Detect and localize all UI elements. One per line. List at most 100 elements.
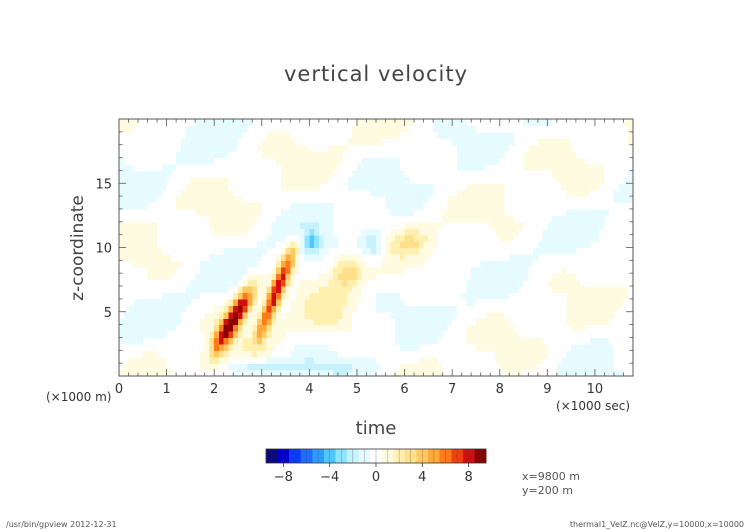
heatmap-cell	[623, 202, 629, 210]
heatmap-cell	[537, 350, 544, 358]
heatmap-cell	[295, 215, 301, 223]
heatmap-cell	[475, 163, 482, 171]
heatmap-cell	[252, 363, 258, 371]
heatmap-cell	[542, 196, 548, 204]
heatmap-cell	[223, 151, 230, 159]
heatmap-cell	[276, 189, 282, 197]
heatmap-cell	[361, 170, 368, 178]
heatmap-cell	[323, 119, 330, 127]
heatmap-cell	[157, 234, 163, 242]
heatmap-cell	[390, 337, 396, 345]
heatmap-cell	[371, 305, 377, 313]
heatmap-cell	[190, 196, 196, 204]
heatmap-cell	[204, 363, 211, 371]
heatmap-cell	[318, 343, 325, 351]
heatmap-cell	[409, 350, 415, 358]
heatmap-cell	[195, 176, 201, 184]
heatmap-cell	[285, 286, 291, 294]
heatmap-cell	[452, 189, 458, 197]
heatmap-cell	[252, 119, 258, 127]
heatmap-cell	[556, 228, 563, 236]
heatmap-cell	[214, 202, 220, 210]
heatmap-cell	[123, 157, 130, 165]
heatmap-cell	[356, 176, 363, 184]
heatmap-cell	[599, 286, 606, 294]
heatmap-cell	[242, 131, 249, 139]
heatmap-cell	[171, 189, 177, 197]
heatmap-cell	[199, 202, 206, 210]
heatmap-cell	[575, 337, 582, 345]
heatmap-cell	[428, 324, 434, 332]
heatmap-cell	[523, 260, 529, 268]
heatmap-cell	[518, 221, 525, 229]
heatmap-cell	[499, 196, 506, 204]
heatmap-cell	[442, 119, 448, 127]
heatmap-cell	[242, 298, 249, 306]
heatmap-cell	[190, 215, 196, 223]
heatmap-cell	[371, 273, 377, 281]
heatmap-cell	[575, 221, 582, 229]
heatmap-cell	[356, 125, 363, 133]
heatmap-cell	[566, 343, 572, 351]
heatmap-cell	[452, 363, 458, 371]
heatmap-cell	[561, 170, 567, 178]
heatmap-cell	[195, 286, 201, 294]
heatmap-cell	[237, 241, 244, 249]
heatmap-cell	[409, 266, 415, 274]
heatmap-cell	[518, 241, 525, 249]
heatmap-cell	[195, 298, 201, 306]
heatmap-cell	[433, 273, 439, 281]
heatmap-cell	[342, 163, 349, 171]
heatmap-cell	[161, 138, 168, 146]
heatmap-cell	[528, 273, 534, 281]
heatmap-cell	[228, 363, 234, 371]
heatmap-cell	[157, 176, 163, 184]
heatmap-cell	[157, 228, 163, 236]
heatmap-cell	[218, 253, 225, 261]
heatmap-cell	[471, 331, 477, 339]
heatmap-cell	[142, 350, 149, 358]
heatmap-cell	[437, 131, 444, 139]
heatmap-cell	[309, 202, 315, 210]
heatmap-cell	[623, 119, 629, 127]
heatmap-cell	[195, 125, 201, 133]
heatmap-cell	[514, 176, 520, 184]
heatmap-cell	[575, 292, 582, 300]
heatmap-cell	[380, 337, 387, 345]
heatmap-cell	[261, 196, 268, 204]
heatmap-cell	[613, 337, 620, 345]
heatmap-cell	[452, 253, 458, 261]
heatmap-cell	[228, 208, 234, 216]
heatmap-cell	[261, 311, 268, 319]
heatmap-cell	[537, 163, 544, 171]
heatmap-cell	[237, 189, 244, 197]
heatmap-cell	[380, 247, 387, 255]
heatmap-cell	[404, 189, 410, 197]
heatmap-cell	[461, 337, 468, 345]
heatmap-cell	[123, 189, 130, 197]
heatmap-cell	[509, 266, 515, 274]
heatmap-cell	[233, 292, 239, 300]
heatmap-cell	[537, 318, 544, 326]
heatmap-cell	[285, 311, 291, 319]
heatmap-cell	[247, 369, 253, 377]
heatmap-cell	[471, 183, 477, 191]
heatmap-cell	[380, 266, 387, 274]
heatmap-cell	[623, 298, 629, 306]
heatmap-cell	[295, 228, 301, 236]
heatmap-cell	[509, 292, 515, 300]
heatmap-cell	[199, 286, 206, 294]
heatmap-cell	[147, 337, 153, 345]
heatmap-cell	[509, 125, 515, 133]
heatmap-cell	[295, 208, 301, 216]
heatmap-cell	[499, 305, 506, 313]
y-axis-label: z-coordinate	[68, 195, 88, 301]
heatmap-cell	[380, 144, 387, 152]
heatmap-cell	[185, 196, 191, 204]
heatmap-cell	[409, 125, 415, 133]
heatmap-cell	[404, 292, 410, 300]
heatmap-cell	[356, 305, 363, 313]
heatmap-cell	[609, 196, 615, 204]
heatmap-cell	[209, 221, 215, 229]
heatmap-cell	[271, 228, 277, 236]
